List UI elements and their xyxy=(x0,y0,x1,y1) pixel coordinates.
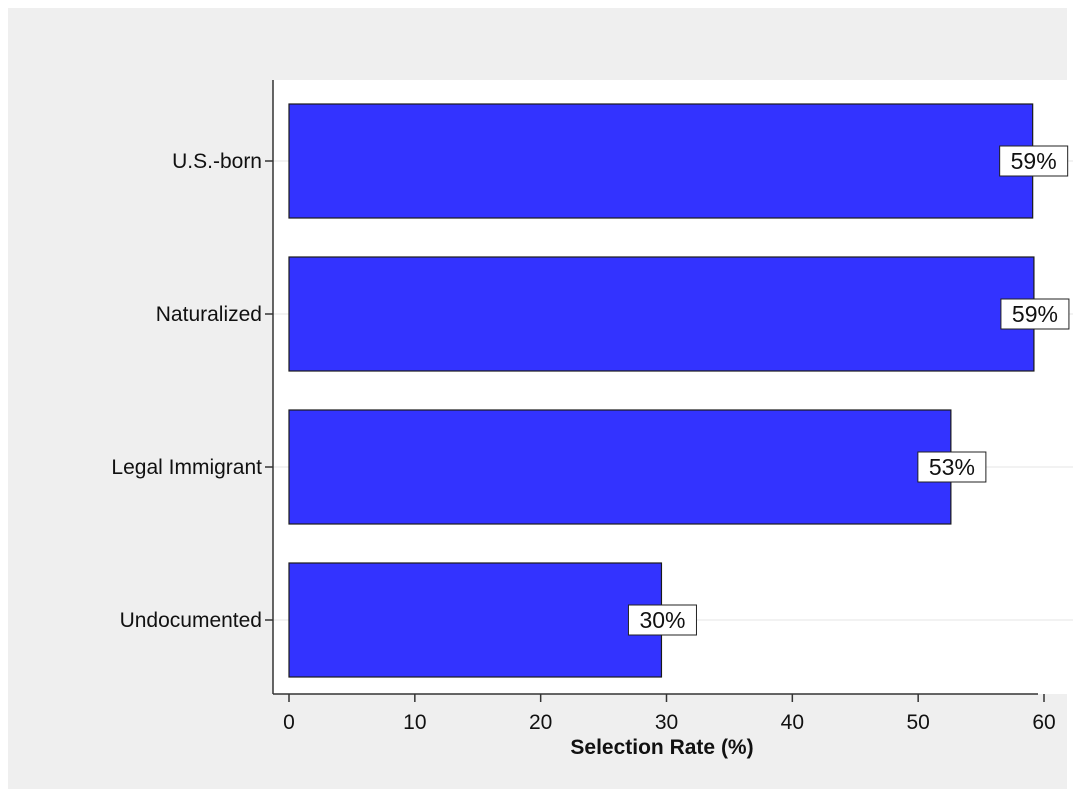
bar-chart: U.S.-born Naturalized Legal Immigrant Undoc… xyxy=(111,80,1073,759)
data-label-box xyxy=(999,145,1069,177)
data-labels: 59% 59% 53% 30% xyxy=(627,145,1070,636)
x-tick-label: 50 xyxy=(906,711,929,734)
x-tick-label: 0 xyxy=(283,711,295,734)
axes xyxy=(272,80,1038,695)
bar xyxy=(288,103,1034,219)
bar xyxy=(288,562,663,678)
x-tick-label: 20 xyxy=(529,711,552,734)
data-label-box xyxy=(1000,298,1070,330)
x-axis-title: Selection Rate (%) xyxy=(570,736,753,759)
data-label-text: 53% xyxy=(929,454,975,480)
y-tick-label: U.S.-born xyxy=(172,150,262,173)
bars xyxy=(288,103,1035,678)
data-label-text: 59% xyxy=(1011,148,1057,174)
data-label-text: 59% xyxy=(1012,301,1058,327)
y-tick-label: Undocumented xyxy=(120,609,262,632)
bar xyxy=(288,256,1035,372)
data-label-box xyxy=(627,604,697,636)
data-label: 59% xyxy=(1000,298,1070,330)
data-label: 59% xyxy=(999,145,1069,177)
ticks: U.S.-born Naturalized Legal Immigrant Undoc… xyxy=(111,150,1055,734)
x-tick-label: 10 xyxy=(403,711,426,734)
x-tick-label: 60 xyxy=(1032,711,1055,734)
x-tick-label: 30 xyxy=(655,711,678,734)
data-label-text: 30% xyxy=(639,607,685,633)
bar xyxy=(288,409,952,525)
y-tick-label: Naturalized xyxy=(156,303,262,326)
data-label: 53% xyxy=(917,451,987,483)
chart-frame: U.S.-born Naturalized Legal Immigrant Undoc… xyxy=(8,8,1073,789)
x-tick-label: 40 xyxy=(781,711,804,734)
y-tick-label: Legal Immigrant xyxy=(111,456,262,479)
data-label-box xyxy=(917,451,987,483)
data-label: 30% xyxy=(627,604,697,636)
